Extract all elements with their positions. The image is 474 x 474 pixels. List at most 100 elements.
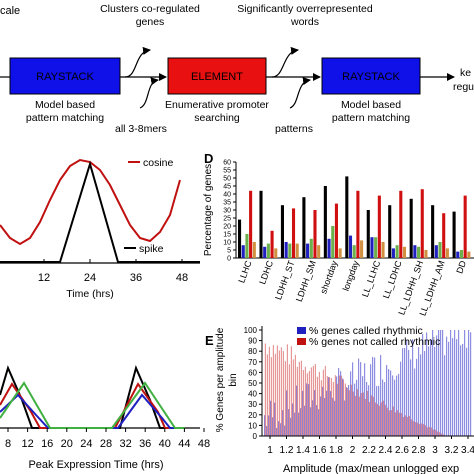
top-left-text: cale: [0, 5, 20, 17]
panel-peak-tick-label: 28: [100, 438, 112, 450]
panel-e-bar-not-rhythmic: [424, 425, 426, 436]
panel-e-bar-rhythmic: [348, 385, 350, 436]
panel-e-bar-rhythmic: [462, 343, 464, 436]
panel-d-bar: [456, 251, 460, 258]
peak-line-blue: [0, 393, 185, 429]
panel-e-bar-not-rhythmic: [278, 350, 280, 436]
panel-d-ylabel: Percentage of genes: [203, 164, 214, 256]
panel-e-x-tick-label: 3: [432, 445, 438, 456]
panel-e-bar-rhythmic: [438, 330, 440, 436]
panel-d-bar: [409, 198, 413, 258]
panel-e-y-tick-label: 30: [248, 400, 257, 409]
panel-d-bar: [288, 243, 292, 258]
panel-d-bar: [345, 176, 349, 258]
panel-e-bar-not-rhythmic: [420, 423, 422, 436]
panel-e-bar-not-rhythmic: [316, 376, 318, 436]
panel-d-y-tick-label: 40: [223, 192, 231, 199]
panel-d-category-label: LL_LLHC: [360, 259, 383, 299]
panel-e-bar-rhythmic: [344, 400, 346, 436]
panel-e-bar-rhythmic: [368, 385, 370, 436]
panel-e-x-tick-label: 1.8: [329, 445, 343, 456]
panel-e-bar-not-rhythmic: [264, 343, 266, 436]
tick-label: 24: [84, 272, 96, 284]
panel-e-bar-rhythmic: [382, 379, 384, 436]
panel-d-bar: [356, 190, 360, 258]
panel-e-bar-not-rhythmic: [310, 367, 312, 436]
panel-e-bar-not-rhythmic: [428, 426, 430, 436]
panel-e-x-tick-label: 2.4: [379, 445, 393, 456]
panel-d-y-tick-label: 50: [223, 176, 231, 183]
panel-d-bar: [420, 189, 424, 258]
panel-e-bar-rhythmic: [416, 358, 418, 436]
panel-e-bar-rhythmic: [346, 387, 348, 436]
panel-e-bar-rhythmic: [430, 338, 432, 436]
panel-e-bar-rhythmic: [294, 412, 296, 436]
panel-e-bar-not-rhythmic: [406, 416, 408, 436]
panel-e-bar-rhythmic: [292, 403, 294, 436]
panel-e-bar-not-rhythmic: [408, 415, 410, 436]
panel-e-bar-rhythmic: [298, 412, 300, 436]
panel-e-bar-rhythmic: [336, 376, 338, 436]
panel-e-bar-not-rhythmic: [304, 366, 306, 436]
panel-e-bar-rhythmic: [270, 400, 272, 436]
panel-e-bar-not-rhythmic: [268, 346, 270, 436]
panel-e-bar-rhythmic: [398, 373, 400, 436]
panel-peak-tick-label: 8: [5, 438, 11, 450]
panel-e-bar-rhythmic: [328, 377, 330, 436]
panel-d-bar: [399, 190, 403, 258]
panel-e-bar-not-rhythmic: [396, 410, 398, 436]
panel-d-y-tick-label: 60: [223, 160, 231, 167]
panel-e-x-tick-label: 1.2: [280, 445, 294, 456]
panel-d-bar: [309, 238, 313, 258]
panel-e-bar-rhythmic: [446, 336, 448, 436]
panel-e-bar-not-rhythmic: [330, 377, 332, 436]
panel-e-bar-not-rhythmic: [370, 395, 372, 436]
panel-peak-tick-label: 48: [198, 438, 210, 450]
panel-e-bar-not-rhythmic: [296, 366, 298, 436]
panel-e-bar-rhythmic: [272, 417, 274, 436]
flow-diagram: cale RAYSTACK Model based pattern matchi…: [0, 3, 474, 135]
panel-e-bar-rhythmic: [456, 339, 458, 436]
panel-e-bar-rhythmic: [280, 423, 282, 436]
tick-label: 48: [176, 272, 188, 284]
panel-e-bar-not-rhythmic: [422, 424, 424, 436]
panel-d-y-tick-label: 5: [227, 248, 231, 255]
panel-e-bar-not-rhythmic: [346, 387, 348, 436]
panel-peak-tick-label: 24: [80, 438, 92, 450]
panel-d-bar: [424, 250, 428, 258]
panel-d-bar: [431, 205, 435, 258]
panel-d-y-tick-label: 25: [223, 216, 231, 223]
panel-d-y-tick-label: 0: [227, 256, 231, 263]
panel-d-bar: [434, 245, 438, 258]
panel-e-bar-not-rhythmic: [298, 361, 300, 436]
panel-e-bar-rhythmic: [384, 382, 386, 436]
panel-d-bar: [352, 245, 356, 258]
panel-e-x-tick-label: 1.4: [296, 445, 310, 456]
panel-d-letter: D: [204, 151, 213, 166]
panel-d-bar-chart: D Percentage of genes 051015202530354045…: [203, 151, 474, 317]
panel-e-bar-not-rhythmic: [326, 376, 328, 436]
panel-e-x-tick-label: 1.6: [313, 445, 327, 456]
panel-e-bar-not-rhythmic: [290, 346, 292, 436]
panel-e-bar-not-rhythmic: [332, 382, 334, 436]
panel-d-category-label: LDHC: [257, 259, 275, 286]
legend-not-rhythmic-label: % genes not called rhythmic: [309, 336, 440, 348]
panel-d-bar: [452, 211, 456, 258]
panel-e-bar-rhythmic: [264, 415, 266, 436]
tick-label: 12: [38, 272, 50, 284]
panel-d-bars: [238, 176, 471, 258]
panel-peak-ticks: 8 12 16 20 24 28 32 36 40 44 48: [5, 428, 210, 450]
panel-e-bar-not-rhythmic: [398, 412, 400, 436]
panel-e-bar-rhythmic: [436, 335, 438, 436]
panel-peak-tick-label: 40: [159, 438, 171, 450]
panel-d-bar: [467, 251, 471, 258]
panel-d-category-label: LDHH_SM: [294, 259, 318, 303]
panel-e-bar-rhythmic: [454, 330, 456, 436]
curve-patterns: [289, 77, 311, 109]
patterns-text: patterns: [275, 123, 313, 135]
panel-e-bar-rhythmic: [432, 330, 434, 436]
panel-d-y-tick-label: 20: [223, 224, 231, 231]
panel-e-bar-rhythmic: [470, 332, 472, 436]
panel-e-x-tick-label: 3.2: [445, 445, 459, 456]
